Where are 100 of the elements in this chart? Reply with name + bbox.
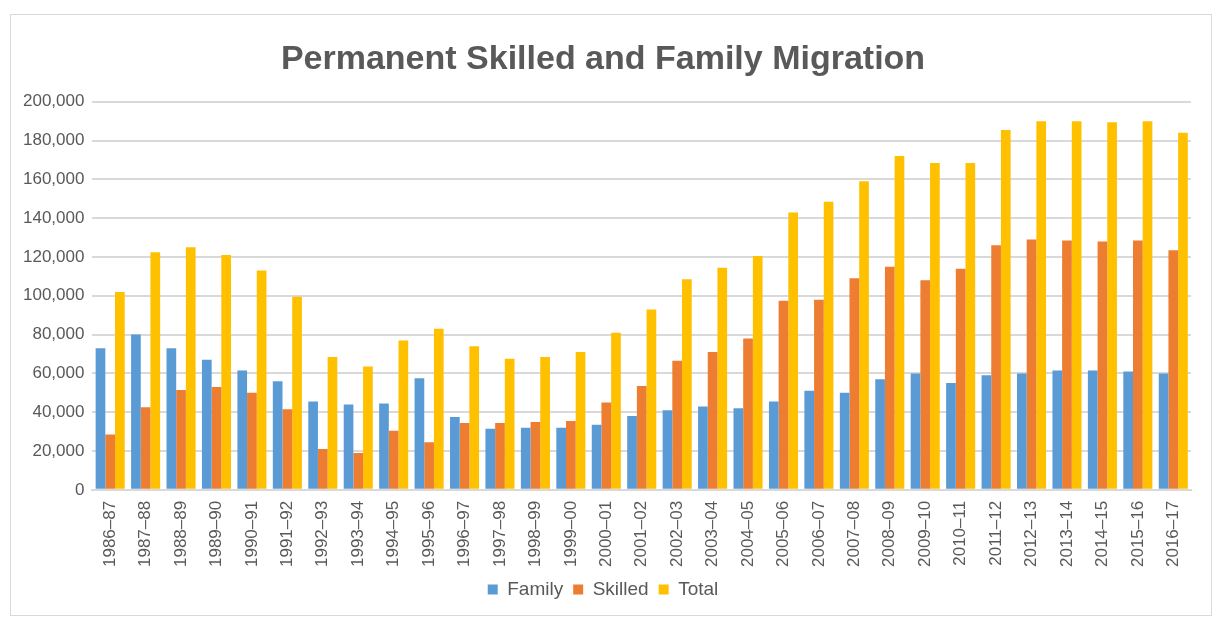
bar <box>1071 121 1082 489</box>
bar <box>672 360 683 489</box>
bar <box>1026 239 1037 489</box>
bar <box>1097 241 1108 489</box>
bar <box>601 402 612 489</box>
x-tick-label: 1998–99 <box>525 500 545 568</box>
bar <box>237 370 248 489</box>
bar <box>894 156 905 489</box>
bar <box>717 267 728 489</box>
bar <box>353 452 364 489</box>
chart-title: Permanent Skilled and Family Migration <box>280 37 926 76</box>
bar <box>292 296 302 489</box>
bar <box>1062 240 1072 489</box>
x-tick-label: 1987–88 <box>135 500 155 568</box>
bar <box>946 383 956 489</box>
x-tick-label: 2016–17 <box>1162 500 1182 568</box>
bar <box>1142 121 1153 489</box>
bar <box>752 256 763 489</box>
bar <box>627 416 637 489</box>
x-tick-label: 2001–02 <box>631 500 651 568</box>
bar <box>875 379 885 489</box>
bar <box>150 252 161 489</box>
bar <box>910 373 921 489</box>
y-tick-label: 200,000 <box>23 91 85 111</box>
x-tick-label: 2002–03 <box>666 500 686 568</box>
bar <box>424 442 434 489</box>
bar <box>485 428 496 489</box>
x-tick-label: 1992–93 <box>312 500 332 568</box>
bar <box>707 352 718 489</box>
bar <box>814 299 824 489</box>
y-tick-label: 180,000 <box>23 130 85 150</box>
bar <box>556 427 567 489</box>
bar <box>327 356 338 489</box>
legend-label: Skilled <box>592 577 649 599</box>
bar <box>1158 373 1169 489</box>
bar <box>823 201 834 489</box>
bar <box>343 404 354 489</box>
x-tick-label: 1997–98 <box>489 500 509 568</box>
bar <box>1000 129 1011 489</box>
bar <box>398 340 409 489</box>
bar <box>176 389 186 489</box>
bar <box>804 390 815 489</box>
bar <box>166 348 177 489</box>
bar <box>981 375 992 489</box>
y-tick-label: 20,000 <box>32 440 85 460</box>
bar <box>450 417 460 489</box>
bar <box>504 358 515 489</box>
x-tick-label: 2004–05 <box>737 500 757 568</box>
bar <box>1036 121 1047 489</box>
x-tick-label: 1988–89 <box>170 500 190 568</box>
x-tick-label: 1996–97 <box>454 500 474 568</box>
y-tick-label: 140,000 <box>23 207 85 227</box>
x-tick-label: 1989–90 <box>206 500 226 568</box>
x-tick-label: 1990–91 <box>241 500 261 568</box>
y-tick-label: 80,000 <box>32 324 85 344</box>
bar <box>1123 371 1133 489</box>
bar <box>611 332 621 489</box>
bar <box>743 338 753 489</box>
bar <box>282 409 293 489</box>
x-tick-label: 1999–00 <box>560 500 580 568</box>
bar <box>201 359 212 489</box>
bar <box>1178 132 1188 489</box>
bar <box>768 401 779 489</box>
bar <box>591 424 602 489</box>
y-tick-label: 120,000 <box>23 246 85 266</box>
y-tick-label: 60,000 <box>32 363 85 383</box>
bar <box>733 408 744 489</box>
bar <box>530 421 541 489</box>
bar <box>388 430 399 489</box>
x-tick-label: 2003–04 <box>702 500 722 568</box>
bar <box>131 334 141 489</box>
x-tick-label: 2015–16 <box>1127 500 1147 568</box>
x-tick-label: 1986–87 <box>99 500 119 568</box>
x-tick-label: 1993–94 <box>347 500 367 568</box>
y-tick-label: 40,000 <box>32 401 85 421</box>
bar <box>115 291 125 489</box>
bar <box>520 427 531 489</box>
bar <box>682 279 692 489</box>
bar <box>1107 122 1117 489</box>
bar <box>965 162 976 489</box>
bar <box>1052 370 1063 489</box>
bar <box>575 352 586 489</box>
bar <box>1133 240 1143 489</box>
bar <box>414 378 425 489</box>
bar <box>849 278 860 489</box>
x-tick-label: 2014–15 <box>1092 500 1112 568</box>
bar <box>308 401 318 489</box>
x-tick-label: 2010–11 <box>950 500 970 566</box>
x-tick-label: 2009–10 <box>914 500 934 568</box>
y-tick-label: 100,000 <box>23 285 85 305</box>
bar <box>211 386 222 489</box>
bar <box>185 247 196 489</box>
bar <box>839 392 850 489</box>
bar <box>955 268 966 489</box>
x-tick-label: 1994–95 <box>383 500 403 568</box>
bar <box>363 366 373 489</box>
bar <box>1017 373 1027 489</box>
bar <box>272 381 283 489</box>
bar <box>95 348 106 489</box>
bar <box>884 266 895 489</box>
